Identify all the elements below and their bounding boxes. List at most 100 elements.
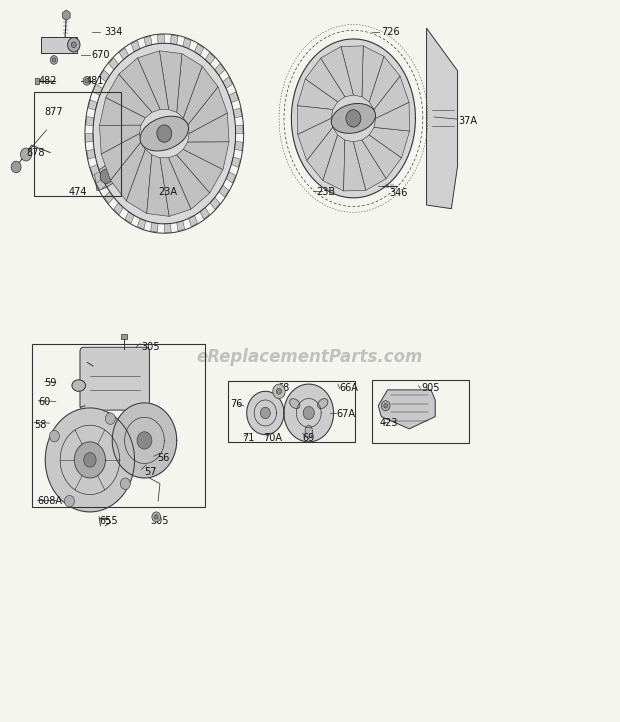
Circle shape [108,161,121,175]
Polygon shape [343,140,366,191]
Polygon shape [131,40,140,52]
Ellipse shape [317,399,328,409]
Circle shape [20,148,32,161]
Circle shape [52,58,56,62]
Text: 655: 655 [99,516,118,526]
Polygon shape [219,186,229,197]
Polygon shape [362,135,402,178]
Text: 71: 71 [242,432,254,443]
Polygon shape [215,64,224,76]
Circle shape [120,478,130,490]
Polygon shape [369,127,410,158]
Polygon shape [125,212,134,223]
Text: 37A: 37A [459,116,478,126]
Polygon shape [298,118,333,161]
Circle shape [381,401,390,411]
Text: 481: 481 [86,76,104,86]
Polygon shape [157,35,164,43]
Polygon shape [378,390,435,429]
Polygon shape [184,66,218,125]
Polygon shape [110,142,145,201]
Circle shape [277,388,281,394]
Polygon shape [195,44,203,56]
Polygon shape [87,149,95,159]
Polygon shape [233,108,242,118]
Bar [35,78,39,84]
Circle shape [64,495,74,507]
Polygon shape [170,35,178,45]
Circle shape [50,430,60,442]
Polygon shape [323,135,345,191]
Circle shape [105,413,115,425]
Polygon shape [93,84,102,95]
Text: 23B: 23B [316,187,335,197]
Polygon shape [101,134,141,180]
Polygon shape [177,149,223,193]
Polygon shape [93,43,236,224]
Ellipse shape [305,425,312,438]
Bar [41,37,77,53]
Polygon shape [100,97,145,126]
Text: 726: 726 [381,27,400,37]
Polygon shape [362,46,384,102]
Circle shape [68,38,80,52]
Polygon shape [177,221,185,231]
FancyBboxPatch shape [80,347,149,410]
Circle shape [11,161,21,173]
Circle shape [84,453,96,467]
Text: eReplacementParts.com: eReplacementParts.com [197,348,423,365]
Polygon shape [297,105,333,134]
Polygon shape [147,155,169,217]
Polygon shape [113,203,123,214]
Bar [32,344,205,507]
Circle shape [50,56,58,64]
Text: 334: 334 [104,27,123,38]
Polygon shape [284,384,334,442]
Polygon shape [119,58,160,113]
Bar [372,380,469,443]
Polygon shape [247,391,284,435]
Circle shape [384,404,388,408]
Circle shape [157,125,172,142]
Polygon shape [307,127,338,180]
Polygon shape [234,142,243,151]
Polygon shape [226,172,236,183]
Polygon shape [188,87,228,134]
Text: 905: 905 [422,383,440,393]
Ellipse shape [72,380,86,391]
Polygon shape [86,134,93,142]
Text: 346: 346 [389,188,408,199]
Circle shape [137,432,152,449]
Text: 70A: 70A [264,432,283,443]
Polygon shape [164,224,171,232]
Polygon shape [104,191,114,204]
Bar [121,334,127,339]
Text: 60: 60 [38,397,51,407]
Polygon shape [374,76,409,118]
Polygon shape [291,39,415,198]
Polygon shape [144,36,152,46]
Polygon shape [169,155,210,209]
Polygon shape [374,103,410,131]
Text: 482: 482 [38,76,57,86]
Polygon shape [236,125,243,134]
Polygon shape [91,165,100,175]
Polygon shape [210,197,220,209]
Text: 69: 69 [303,432,315,443]
Polygon shape [223,77,232,89]
Polygon shape [184,142,229,170]
Polygon shape [63,10,70,20]
Polygon shape [94,104,130,191]
Polygon shape [88,100,97,110]
Text: 474: 474 [68,187,87,197]
Text: 608A: 608A [37,496,62,506]
Polygon shape [138,51,169,110]
Circle shape [100,169,113,183]
Text: 59: 59 [45,378,57,388]
Text: 23A: 23A [158,187,177,197]
Text: 56: 56 [157,453,169,463]
Circle shape [303,406,314,419]
Text: 67A: 67A [336,409,355,419]
Ellipse shape [331,103,376,134]
Polygon shape [151,222,158,232]
